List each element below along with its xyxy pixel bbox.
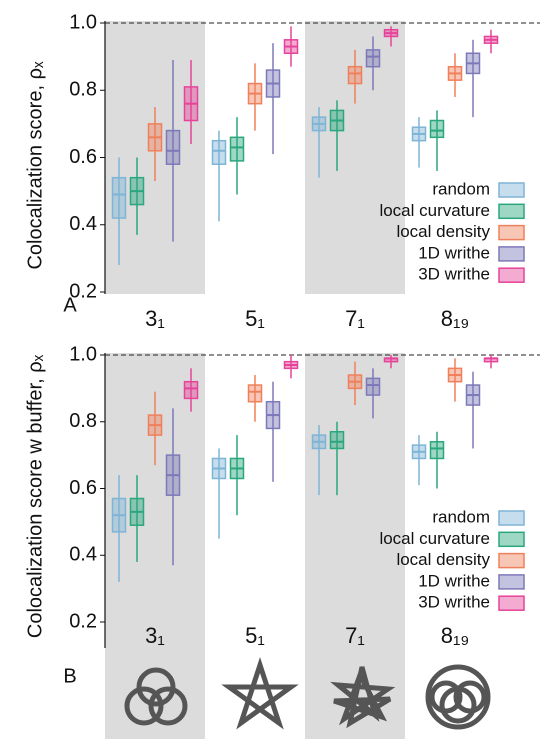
x-tick-label: 7₁: [345, 306, 365, 331]
legend-swatch: [498, 246, 525, 262]
knot-8-19: [425, 664, 491, 730]
y-axis-title: Colocalization score w buffer, ρₓ: [24, 354, 46, 638]
box: [365, 49, 381, 68]
x-tick-label: 8₁₉: [441, 623, 469, 648]
box: [111, 176, 127, 219]
legend-swatch: [498, 224, 525, 241]
legend-swatch: [498, 267, 525, 283]
legend-label: local curvature: [379, 529, 490, 548]
y-tick-label: 1.0: [69, 343, 97, 365]
box: [429, 441, 445, 460]
legend-swatch: [498, 182, 525, 198]
legend-swatch: [498, 203, 525, 220]
y-tick-label: 0.8: [69, 410, 97, 432]
legend-label: 1D writhe: [418, 571, 490, 590]
x-tick-label: 8₁₉: [441, 306, 469, 331]
panel-label: B: [63, 665, 76, 687]
box: [183, 380, 199, 400]
x-tick-label: 3₁: [145, 623, 165, 648]
legend-label: local density: [396, 550, 490, 569]
box: [229, 136, 245, 162]
box: [347, 65, 363, 85]
legend-swatch: [498, 510, 525, 526]
legend-swatch: [498, 595, 525, 611]
legend-label: 1D writhe: [418, 243, 490, 262]
knot-diagrams: [124, 656, 491, 730]
x-tick-label: 7₁: [345, 623, 365, 648]
y-tick-label: 0.2: [69, 610, 97, 632]
x-tick-label: 5₁: [245, 623, 265, 648]
legend-swatch: [498, 574, 525, 590]
x-tick-label: 3₁: [145, 306, 165, 331]
box: [165, 129, 181, 165]
legend-swatch: [498, 531, 525, 548]
panel-label: A: [63, 294, 77, 316]
box: [247, 384, 263, 403]
y-tick-label: 0.6: [69, 477, 97, 499]
category-band: [305, 353, 405, 739]
knot-7-1: [330, 666, 396, 729]
x-tick-label: 5₁: [245, 306, 265, 331]
y-axis-title: Colocalization score, ρₓ: [24, 61, 46, 269]
box: [429, 119, 445, 139]
y-tick-label: 1.0: [69, 11, 97, 33]
legend-label: 3D writhe: [418, 593, 490, 612]
knot-5-1: [221, 656, 299, 730]
box: [211, 139, 227, 165]
y-tick-label: 0.4: [69, 213, 97, 235]
box: [329, 431, 345, 450]
legend-swatch: [498, 552, 525, 569]
box: [365, 377, 381, 396]
legend-label: 3D writhe: [418, 265, 490, 284]
y-tick-label: 0.8: [69, 79, 97, 101]
legend-label: local density: [396, 222, 490, 241]
y-tick-label: 0.2: [69, 280, 97, 302]
y-tick-label: 0.4: [69, 544, 97, 566]
legend-label: random: [432, 507, 490, 526]
y-tick-label: 0.6: [69, 146, 97, 168]
legend-label: local curvature: [379, 201, 490, 220]
knot-3-1: [124, 667, 188, 726]
legend-label: random: [432, 179, 490, 198]
